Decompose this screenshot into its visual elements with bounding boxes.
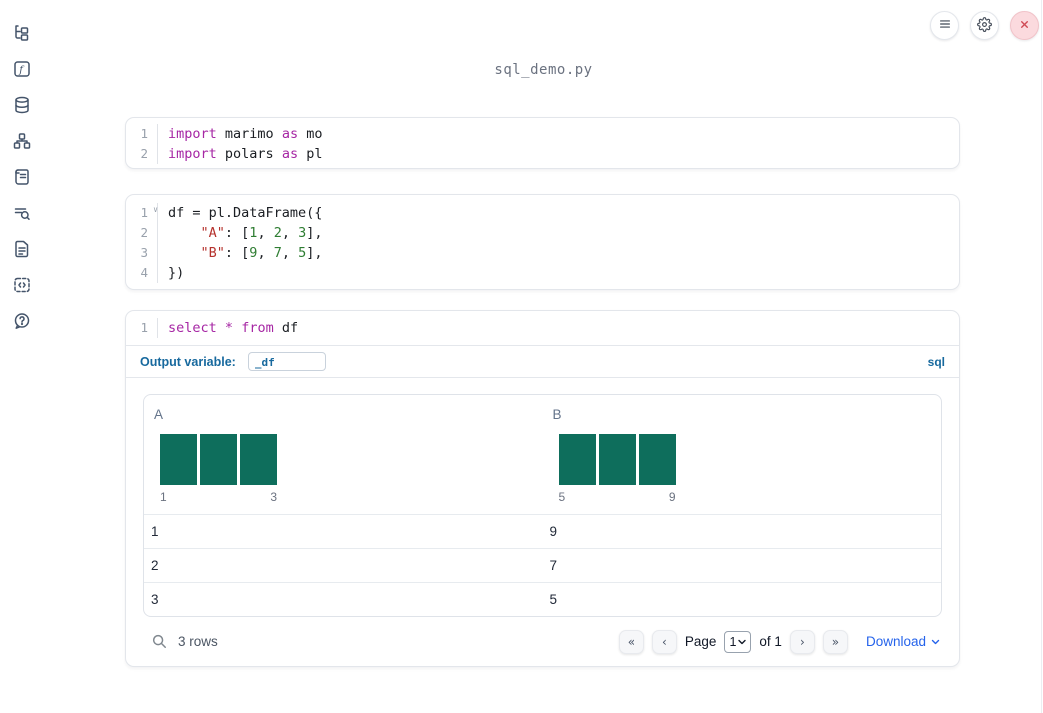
histogram-bar <box>558 434 596 485</box>
first-page-button[interactable]: « <box>618 629 644 654</box>
table-cell: 2 <box>151 558 159 573</box>
sql-cell-footer: Output variable: sql <box>126 345 959 377</box>
line-number: 3 <box>126 243 158 263</box>
settings-button[interactable] <box>970 11 999 40</box>
help-icon[interactable] <box>12 311 32 331</box>
histogram-max-label: 9 <box>668 490 676 504</box>
line-number: 1 ∨ <box>126 203 158 223</box>
code-text: }) <box>168 265 185 281</box>
chevron-down-icon <box>931 639 940 644</box>
column-name: A <box>154 407 164 422</box>
file-explorer-icon[interactable] <box>12 23 32 43</box>
code-cell-dataframe: 1 ∨ df = pl.DataFrame({2 "A": [1, 2, 3], 3 … <box>125 194 960 290</box>
code-text: import marimo as mo <box>168 126 323 142</box>
code-line[interactable]: 3 "B": [9, 7, 5], <box>126 243 959 263</box>
line-number: 2 <box>126 144 158 164</box>
column-name: B <box>552 407 562 422</box>
next-page-button[interactable]: › <box>789 629 815 654</box>
histogram-bar <box>160 434 197 485</box>
histogram-bar <box>240 434 277 485</box>
panel-sidebar: f <box>0 0 44 713</box>
histogram-bar <box>200 434 237 485</box>
page-of-label: of 1 <box>759 634 782 649</box>
code-text: select * from df <box>168 320 299 336</box>
code-editor[interactable]: 1 ∨ df = pl.DataFrame({2 "A": [1, 2, 3], 3 … <box>126 195 959 291</box>
logs-icon[interactable] <box>12 167 32 187</box>
code-line[interactable]: 1 ∨ df = pl.DataFrame({ <box>126 203 959 223</box>
page-select-value: 1 <box>729 634 737 649</box>
code-line[interactable]: 4}) <box>126 263 959 283</box>
language-badge: sql <box>927 354 945 369</box>
chevron-down-icon <box>738 639 747 644</box>
code-editor[interactable]: 1 import marimo as mo 2 import polars as pl <box>126 118 959 170</box>
notebook-filename: sql_demo.py <box>494 62 593 78</box>
tracing-icon[interactable] <box>12 203 32 223</box>
download-label: Download <box>865 634 926 649</box>
row-count: 3 rows <box>178 634 218 649</box>
variables-icon[interactable]: f <box>12 59 32 79</box>
pagination: « ‹ Page 1 of 1 › » Download <box>618 629 942 654</box>
histogram-min-label: 1 <box>160 490 167 504</box>
code-text: "A": [1, 2, 3], <box>200 225 323 241</box>
hamburger-icon <box>938 17 952 34</box>
snippets-icon[interactable] <box>12 275 32 295</box>
code-cell-imports: 1 import marimo as mo 2 import polars as pl <box>125 117 960 169</box>
gear-icon <box>977 16 992 35</box>
last-page-button[interactable]: » <box>822 629 848 654</box>
download-button[interactable]: Download <box>864 634 942 649</box>
table-footer: 3 rows « ‹ Page 1 of 1 › » Download <box>143 622 942 661</box>
sql-editor[interactable]: 1 select * from df <box>126 311 959 345</box>
table-cell: 3 <box>151 592 159 607</box>
histogram-min-label: 5 <box>558 490 566 504</box>
code-text: df = pl.DataFrame({ <box>168 205 323 221</box>
page-select[interactable]: 1 <box>724 630 752 653</box>
column-histogram <box>558 434 676 485</box>
viewport-edge <box>1041 0 1042 713</box>
datasources-icon[interactable] <box>12 95 32 115</box>
histogram-max-label: 3 <box>270 490 277 504</box>
table-cell: 9 <box>549 524 558 539</box>
line-number: 1 <box>126 318 158 338</box>
histogram-bar <box>638 434 676 485</box>
sql-cell: 1 select * from df Output variable: sql A… <box>125 310 960 667</box>
fold-chevron-icon[interactable]: ∨ <box>153 205 158 214</box>
notebook-controls <box>930 11 1039 40</box>
line-number: 2 <box>126 223 158 243</box>
code-text: "B": [9, 7, 5], <box>200 245 323 261</box>
column-histogram <box>160 434 277 485</box>
documentation-icon[interactable] <box>12 239 32 259</box>
dependency-graph-icon[interactable] <box>12 131 32 151</box>
code-text: import polars as pl <box>168 146 323 162</box>
table-cell: 5 <box>549 592 558 607</box>
table-cell: 7 <box>549 558 558 573</box>
table-cell: 1 <box>151 524 159 539</box>
menu-button[interactable] <box>930 11 959 40</box>
close-icon <box>1018 18 1031 34</box>
code-line[interactable]: 2 import polars as pl <box>126 144 959 164</box>
code-line[interactable]: 1 select * from df <box>126 318 959 338</box>
search-icon[interactable] <box>151 633 168 650</box>
svg-text:f: f <box>18 65 25 76</box>
previous-page-button[interactable]: ‹ <box>651 629 677 654</box>
line-number: 4 <box>126 263 158 283</box>
output-variable-label: Output variable: <box>140 354 236 369</box>
line-number: 1 <box>126 124 158 144</box>
shutdown-button[interactable] <box>1010 11 1039 40</box>
output-variable-input[interactable] <box>247 352 326 371</box>
code-line[interactable]: 1 import marimo as mo <box>126 124 959 144</box>
page-label: Page <box>684 634 717 649</box>
code-line[interactable]: 2 "A": [1, 2, 3], <box>126 223 959 243</box>
histogram-bar <box>598 434 636 485</box>
